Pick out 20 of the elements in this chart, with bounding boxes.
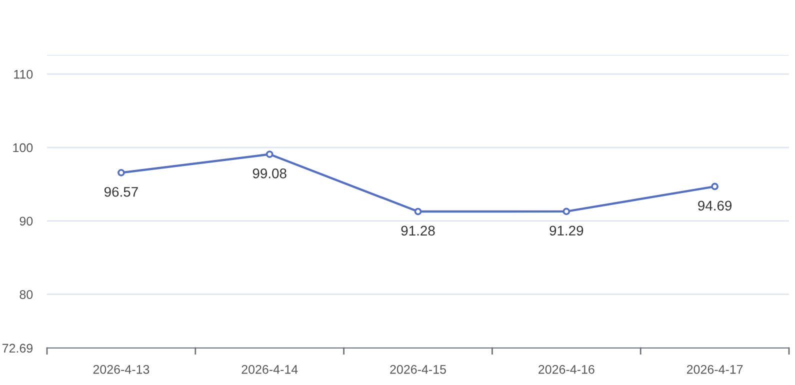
x-tick-label: 2026-4-13 [93,364,150,374]
x-tick-label: 2026-4-15 [390,364,446,374]
data-label: 96.57 [104,186,138,197]
y-tick-label: 100 [13,143,33,152]
y-tick-label: 72.69 [2,344,33,353]
y-tick-label: 90 [20,216,33,226]
x-tick-label: 2026-4-14 [242,364,298,374]
point [562,208,570,216]
y-tick-label: 110 [14,70,33,79]
point [266,150,274,158]
point [414,208,422,216]
data-label: 94.69 [698,200,732,211]
data-label: 91.29 [550,226,584,236]
data-label: 91.28 [401,226,435,236]
x-tick-label: 2026-4-16 [538,364,594,374]
y-tick-label: 80 [20,290,33,299]
x-tick-label: 2026-4-17 [686,364,743,374]
data-label: 99.08 [252,168,286,178]
point [118,169,125,176]
point [711,182,718,190]
